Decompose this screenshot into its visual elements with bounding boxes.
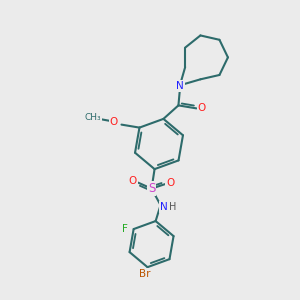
Text: O: O: [166, 178, 175, 188]
Text: CH₃: CH₃: [85, 112, 101, 122]
Text: N: N: [160, 202, 167, 212]
Text: O: O: [128, 176, 137, 186]
Text: O: O: [198, 103, 206, 113]
Text: H: H: [169, 202, 177, 212]
Text: N: N: [176, 81, 184, 91]
Text: F: F: [122, 224, 128, 234]
Text: O: O: [110, 117, 118, 127]
Text: S: S: [148, 182, 155, 195]
Text: Br: Br: [139, 269, 150, 279]
